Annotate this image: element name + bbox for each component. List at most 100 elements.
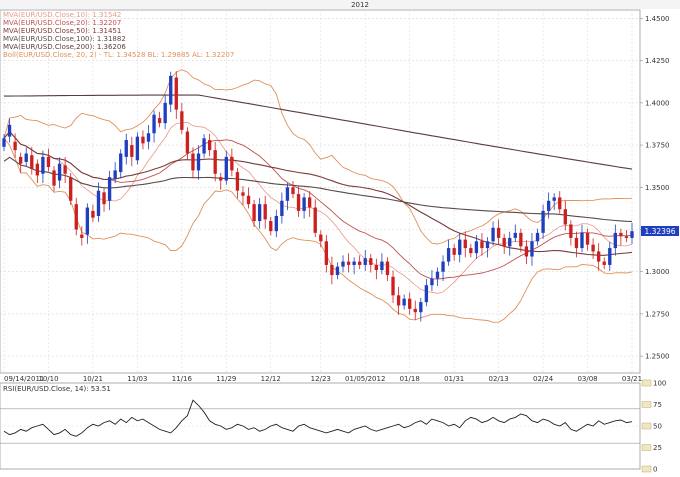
candle-up [224, 156, 228, 181]
candle-down [358, 261, 362, 265]
rsi-tick-label: 100 [653, 380, 666, 388]
candle-down [180, 111, 184, 130]
candle-up [274, 215, 278, 232]
candle-down [558, 197, 562, 210]
bollinger-upper-line [3, 69, 633, 245]
price-panel [0, 9, 641, 374]
candle-up [608, 248, 612, 265]
rsi-y-axis: 100 75 50 25 0 [641, 380, 666, 474]
candle-down [319, 234, 323, 242]
rsi-tick-label: 50 [653, 423, 662, 431]
candle-up [630, 231, 634, 238]
candle-down [263, 204, 267, 220]
candle-up [535, 232, 540, 242]
candle-down [174, 77, 178, 110]
candle-up [446, 248, 451, 262]
rsi-grid [0, 408, 640, 444]
y-tick-label: 1.3750 [645, 142, 670, 150]
candle-up [458, 239, 462, 255]
x-tick-label: 03/21 [622, 375, 642, 383]
candle-down [519, 232, 523, 247]
x-tick-label: 02/24 [533, 375, 554, 383]
candle-up [202, 138, 206, 154]
candle-down [330, 264, 334, 276]
candle-down [157, 118, 162, 124]
candle-up [380, 261, 384, 271]
ma200-line [4, 94, 633, 170]
candle-up [113, 170, 117, 179]
candle-up [541, 210, 545, 233]
x-tick-label: 11/16 [172, 375, 193, 383]
candle-up [124, 140, 128, 157]
candle-down [369, 258, 373, 265]
candle-up [2, 138, 6, 147]
candle-down [469, 248, 473, 254]
candle-up [57, 163, 62, 181]
candle-down [502, 237, 506, 247]
candle-down [296, 194, 301, 211]
candle-up [107, 177, 112, 201]
rsi-tick-box [641, 401, 652, 408]
x-tick-label: 09/14/2011 [4, 375, 44, 383]
candle-down [452, 248, 456, 255]
candle-down [563, 209, 567, 225]
candle-up [341, 261, 345, 267]
candle-down [324, 241, 329, 265]
candle-up [85, 207, 90, 235]
candle-up [135, 136, 140, 161]
candle-up [24, 153, 28, 162]
candle-up [146, 133, 151, 142]
x-tick-label: 02/13 [489, 375, 509, 383]
candle-up [530, 241, 534, 257]
candle-up [363, 258, 367, 265]
candle-up [280, 200, 284, 216]
candle-down [524, 246, 529, 257]
x-tick-label: 10/10 [38, 375, 58, 383]
candle-down [213, 150, 217, 174]
rsi-tick-label: 75 [653, 401, 662, 409]
candle-up [335, 266, 340, 276]
candle-down [141, 136, 145, 144]
candle-up [96, 190, 101, 216]
price-badge-box [641, 226, 679, 236]
candle-up [285, 187, 290, 201]
candle-up [257, 204, 262, 222]
candle-down [346, 261, 351, 265]
y-tick-label: 1.2500 [645, 353, 670, 361]
rsi-line [3, 399, 633, 437]
price-y-axis: 1.45001.42501.40001.37501.35001.32501.30… [640, 15, 670, 361]
legend-entry: MVA(EUR/USD.Close,10): 1.31542 [3, 11, 121, 19]
candle-down [13, 141, 17, 151]
candle-down [63, 165, 67, 174]
x-tick-label: 12/23 [311, 375, 331, 383]
year-marker-label: 2012 [351, 1, 369, 9]
candle-up [7, 124, 12, 137]
candle-up [580, 232, 584, 249]
rsi-tick-box [641, 444, 652, 451]
legend-entry: MVA(EUR/USD.Close,100): 1.31882 [3, 35, 126, 43]
candle-down [463, 239, 467, 249]
candle-down [130, 145, 134, 157]
candle-up [163, 102, 167, 124]
candle-down [574, 237, 579, 249]
candle-down [185, 131, 190, 154]
candle-down [69, 177, 73, 201]
y-tick-label: 1.4000 [645, 99, 670, 107]
candle-up [424, 285, 429, 303]
candle-up [352, 261, 356, 265]
legend-entry: MVA(EUR/USD.Close,200): 1.36206 [3, 43, 126, 51]
candle-down [602, 261, 606, 265]
candle-down [191, 153, 195, 171]
candle-down [408, 298, 412, 309]
rsi-tick-label: 25 [653, 444, 662, 452]
candle-up [196, 153, 201, 171]
candle-down [230, 156, 234, 171]
candle-down [385, 261, 390, 276]
rsi-tick-box [641, 422, 652, 430]
candle-down [219, 177, 223, 181]
y-tick-label: 1.4500 [645, 15, 670, 23]
x-tick-label: 03/08 [577, 375, 597, 383]
candle-up [419, 302, 423, 313]
candle-up [485, 241, 490, 249]
